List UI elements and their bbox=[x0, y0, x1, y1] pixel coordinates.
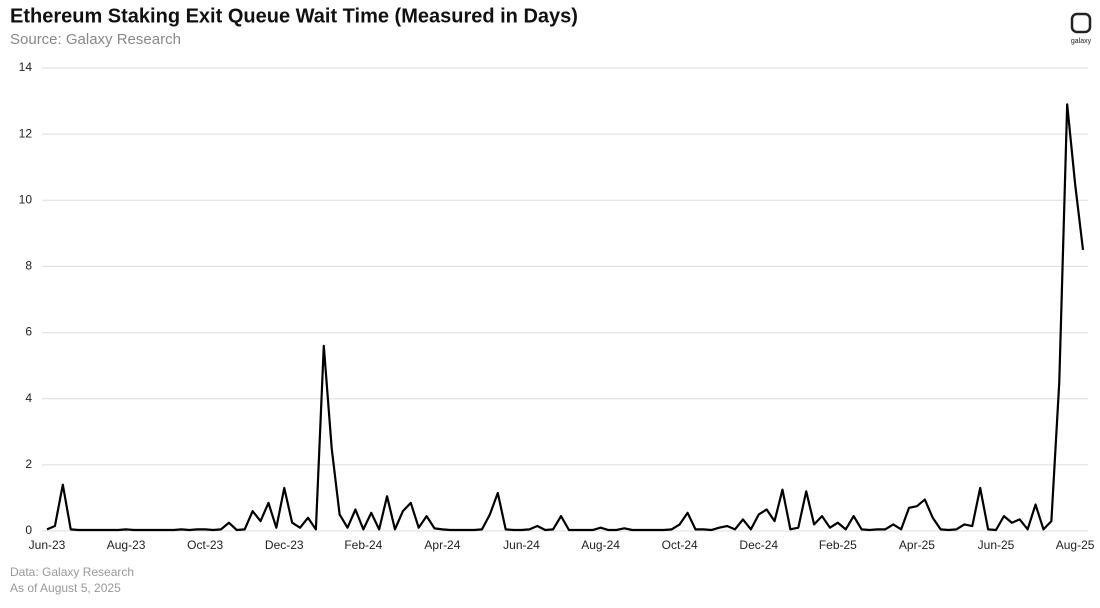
y-tick-label: 10 bbox=[19, 192, 33, 206]
logo-icon bbox=[1070, 12, 1092, 34]
x-tick-label: Oct-24 bbox=[662, 538, 698, 552]
logo: galaxy bbox=[1070, 12, 1092, 45]
chart-title: Ethereum Staking Exit Queue Wait Time (M… bbox=[10, 5, 578, 27]
y-tick-label: 14 bbox=[19, 60, 33, 74]
x-tick-label: Aug-24 bbox=[581, 538, 620, 552]
logo-text: galaxy bbox=[1071, 38, 1092, 45]
footnote: As of August 5, 2025 bbox=[10, 581, 121, 595]
x-tick-label: Aug-25 bbox=[1056, 538, 1095, 552]
y-tick-label: 4 bbox=[25, 391, 32, 405]
y-tick-label: 0 bbox=[25, 523, 32, 537]
y-tick-label: 6 bbox=[25, 325, 32, 339]
x-tick-label: Apr-25 bbox=[899, 538, 935, 552]
x-tick-label: Feb-25 bbox=[819, 538, 857, 552]
footnote: Data: Galaxy Research bbox=[10, 565, 134, 579]
y-tick-label: 2 bbox=[25, 457, 32, 471]
x-tick-label: Jun-25 bbox=[978, 538, 1015, 552]
y-tick-label: 8 bbox=[25, 259, 32, 273]
x-tick-label: Dec-23 bbox=[265, 538, 304, 552]
y-tick-label: 12 bbox=[19, 126, 33, 140]
x-tick-label: Oct-23 bbox=[187, 538, 223, 552]
data-line bbox=[46, 103, 1085, 532]
chart-subtitle: Source: Galaxy Research bbox=[10, 31, 181, 48]
x-tick-label: Jun-23 bbox=[29, 538, 66, 552]
x-tick-label: Jun-24 bbox=[503, 538, 540, 552]
x-tick-label: Feb-24 bbox=[344, 538, 382, 552]
x-tick-label: Dec-24 bbox=[739, 538, 778, 552]
x-tick-label: Apr-24 bbox=[424, 538, 460, 552]
x-tick-label: Aug-23 bbox=[107, 538, 146, 552]
